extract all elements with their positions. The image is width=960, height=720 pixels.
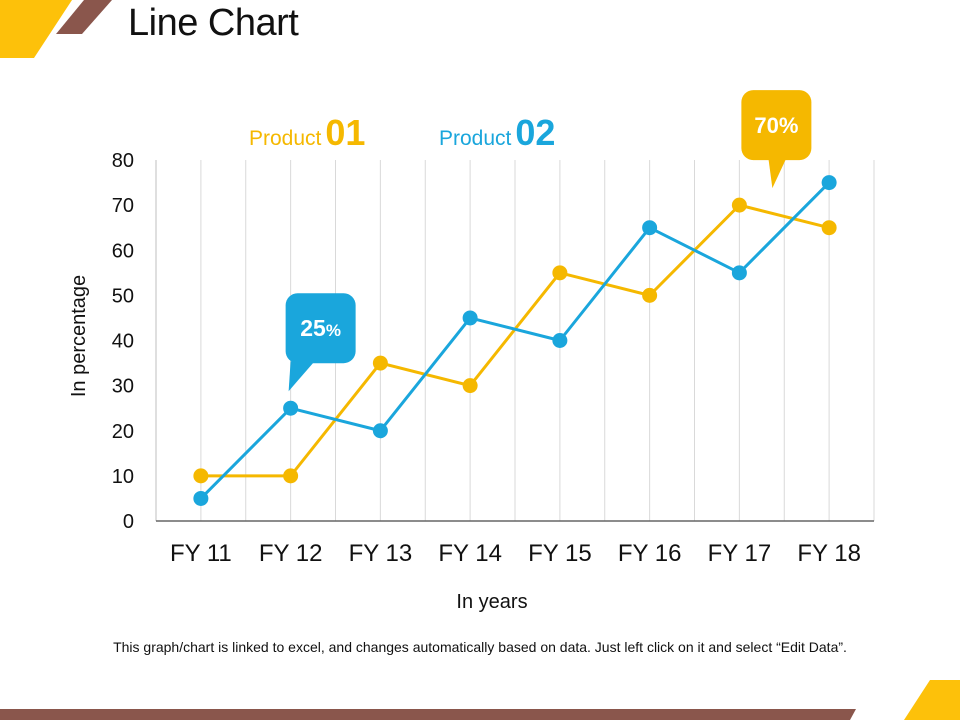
data-point [462,310,478,326]
callout-text-part: 25 [300,315,326,341]
data-point [642,287,658,303]
data-point [552,265,568,281]
callout-text-part: 70% [754,113,798,138]
series-line-2 [199,181,831,500]
bottom-decoration [0,680,960,720]
yellow-corner-shape [0,0,72,58]
callout-box [741,90,812,161]
brown-bottom-bar [0,709,856,720]
y-tick-label: 80 [112,150,134,172]
data-point [642,220,658,236]
legend-label: Product [249,127,322,150]
data-point [283,400,299,416]
legend-label: Product [439,127,512,150]
data-point [372,423,388,439]
y-axis-label: In percentage [68,275,90,397]
data-point [372,355,388,371]
data-point [283,468,299,484]
data-point [821,220,837,236]
legend-product-02: Product 02 [439,112,555,154]
x-tick-label: FY 17 [708,540,772,567]
x-tick-label: FY 12 [259,540,323,567]
y-tick-label: 40 [112,331,134,353]
data-point [462,378,478,394]
x-tick-label: FY 14 [438,540,502,567]
y-tick-label: 10 [112,466,134,488]
callout-text: 25% [300,315,341,341]
callout-tail [768,158,787,189]
page-title: Line Chart [128,2,299,44]
x-tick-label: FY 18 [797,540,861,567]
yellow-bottom-corner [904,680,960,720]
legend-number: 02 [515,112,556,153]
data-point [821,175,837,191]
data-point [193,490,209,506]
callout-text-part: % [326,321,341,340]
footnote: This graph/chart is linked to excel, and… [113,639,847,655]
callout-box [285,293,356,364]
y-tick-label: 60 [112,240,134,262]
brown-stripe-shape [56,0,112,34]
top-left-decoration [0,0,112,58]
callout-70-percent: 70% [741,90,812,189]
data-point [731,265,747,281]
x-axis-label: In years [456,591,527,613]
callout-25-percent: 25% [285,293,356,392]
callout-tail [288,361,315,392]
data-point [193,468,209,484]
y-tick-label: 20 [112,421,134,443]
y-tick-label: 70 [112,195,134,217]
data-point [731,197,747,213]
legend-number: 01 [325,112,366,153]
callout-text: 70% [754,113,798,138]
x-tick-label: FY 15 [528,540,592,567]
y-tick-label: 0 [123,511,134,533]
data-point [552,333,568,348]
y-tick-label: 50 [112,285,134,307]
x-tick-label: FY 16 [618,540,682,567]
x-tick-label: FY 11 [170,540,232,567]
legend-product-01: Product 01 [249,112,365,154]
x-tick-label: FY 13 [349,540,413,567]
y-tick-label: 30 [112,376,134,398]
